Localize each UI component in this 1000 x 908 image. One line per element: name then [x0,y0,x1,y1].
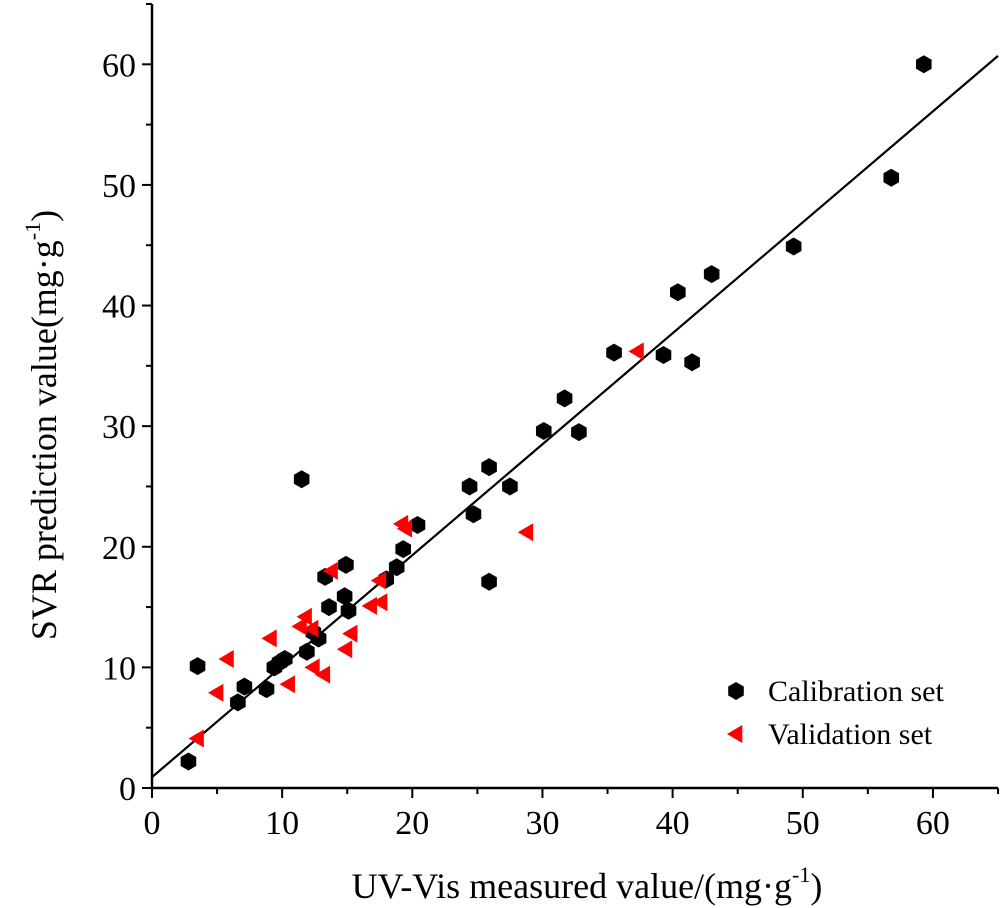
calibration-point [395,540,411,559]
validation-point [322,561,338,580]
legend-label: Validation set [768,718,933,751]
calibration-point [606,343,622,362]
x-tick-label: 40 [656,805,690,842]
validation-point [361,596,377,615]
calibration-point [703,265,720,284]
calibration-point [916,55,932,74]
validation-point [208,683,224,702]
legend-label: Calibration set [768,675,944,708]
calibration-point [481,572,497,591]
y-tick-label: 50 [102,168,136,205]
calibration-series [180,55,932,771]
calibration-point [535,421,552,440]
x-tick-label: 20 [395,805,429,842]
x-tick-label: 10 [265,805,299,842]
validation-point [296,607,312,626]
validation-point [304,658,320,677]
legend-triangle-marker [727,725,743,743]
calibration-point [299,642,315,661]
y-tick-label: 20 [102,530,136,567]
validation-point [396,519,413,538]
calibration-point [883,168,900,187]
fit-line-group [151,55,999,778]
calibration-point [409,516,426,535]
y-tick-label: 40 [102,289,136,326]
validation-point [279,675,295,694]
calibration-point [180,752,197,771]
fit-line [151,55,999,778]
calibration-point [236,677,253,696]
x-tick-label: 30 [525,805,559,842]
calibration-point [293,470,310,489]
calibration-point [655,345,672,364]
validation-point [261,629,277,648]
validation-point [628,342,644,361]
validation-point [314,665,331,684]
calibration-point [461,477,478,496]
x-axis-label-superscript: -1 [792,862,810,887]
calibration-point [336,587,353,606]
x-tick-label: 50 [786,805,820,842]
calibration-point [276,649,293,668]
calibration-point [556,389,573,408]
calibration-point [502,477,518,496]
calibration-point [785,237,802,256]
calibration-point [571,423,587,442]
calibration-point [340,601,357,620]
calibration-point [670,283,686,302]
data-points [180,55,932,771]
x-tick-label: 60 [916,805,950,842]
y-tick-label: 10 [102,650,136,687]
y-tick-label: 0 [119,771,136,808]
axes: 0 10 20 30 40 50 60 0 10 20 30 40 50 60 [102,3,999,842]
legend: Calibration set Validation set [727,675,944,751]
validation-point [218,649,234,668]
calibration-point [258,680,275,699]
calibration-point [684,353,700,372]
y-axis-label-close: ) [24,210,64,222]
validation-point [188,729,204,748]
calibration-point [321,598,337,617]
x-axis-label: UV-Vis measured value/(mg·g-1) [352,862,823,906]
validation-point [517,523,534,542]
y-tick-label: 60 [102,47,136,84]
calibration-point [481,458,497,477]
validation-point [372,593,388,612]
y-axis-label: SVR prediction value(mg·g-1) [20,210,64,640]
validation-point [303,619,319,638]
validation-point [370,571,387,590]
y-tick-label: 30 [102,409,136,446]
y-axis-label-main: SVR prediction value(mg·g [24,240,64,640]
legend-hexagon-marker [728,682,744,700]
calibration-point [189,657,206,676]
x-axis-label-close: ) [810,866,822,906]
calibration-point [465,505,482,524]
x-axis-label-main: UV-Vis measured value/(mg·g [352,866,792,906]
validation-series [188,342,644,748]
y-axis-label-superscript: -1 [20,222,45,240]
validation-point [291,617,307,636]
validation-point [336,640,353,659]
calibration-point [230,693,246,712]
calibration-point [388,558,405,577]
x-tick-label: 0 [144,805,161,842]
validation-point [342,624,358,643]
calibration-point [338,555,354,574]
